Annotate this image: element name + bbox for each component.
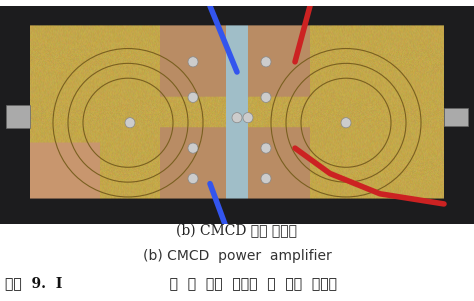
Circle shape	[261, 173, 271, 184]
Text: 그림  9.  I                      단  도  전력  증폭기  마  입룠  사용한: 그림 9. I 단 도 전력 증폭기 마 입룠 사용한	[5, 277, 337, 291]
Circle shape	[261, 92, 271, 102]
Circle shape	[232, 113, 242, 123]
Bar	[444, 107, 468, 126]
Circle shape	[188, 173, 198, 184]
Circle shape	[188, 57, 198, 67]
Text: (b) CMCD  power  amplifier: (b) CMCD power amplifier	[143, 250, 331, 263]
Bar	[6, 105, 30, 128]
Circle shape	[125, 118, 135, 128]
Circle shape	[261, 143, 271, 153]
Circle shape	[243, 113, 253, 123]
Text: (b) CMCD 전력 증폭기: (b) CMCD 전력 증폭기	[176, 224, 298, 238]
Circle shape	[188, 143, 198, 153]
Circle shape	[188, 92, 198, 102]
Circle shape	[261, 57, 271, 67]
Circle shape	[341, 118, 351, 128]
